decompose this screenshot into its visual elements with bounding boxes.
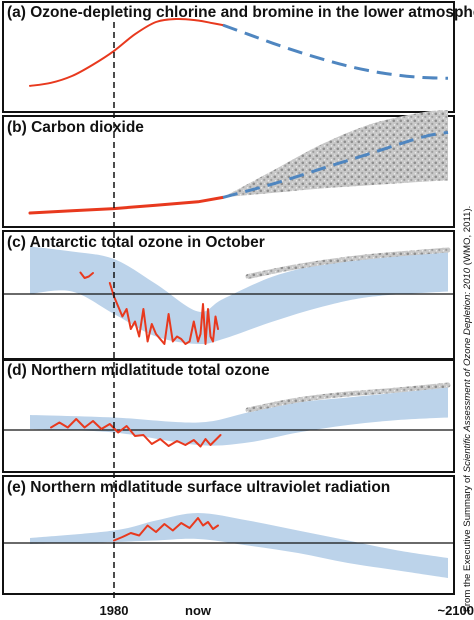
panel-b-plot: [28, 110, 449, 215]
panel-b-title: (b) Carbon dioxide: [7, 119, 144, 136]
panel-d-title: (d) Northern midlatitude total ozone: [7, 362, 270, 379]
panel-c-uncertainty-edge: [245, 247, 451, 279]
panel-a-title: (a) Ozone-depleting chlorine and bromine…: [7, 4, 474, 21]
panel-c-range-band: [30, 246, 448, 345]
panel-b-frame: [2, 115, 455, 228]
panel-c-observed-line-0: [79, 271, 94, 279]
x-tick-1980: 1980: [100, 603, 129, 618]
x-tick-now: now: [185, 603, 212, 618]
panel-a-plot: [29, 17, 449, 87]
panel-d-uncertainty-edge: [245, 382, 451, 413]
panel-d-range-band: [30, 387, 448, 446]
panel-a-projected-line: [222, 23, 449, 80]
panel-c-observed-line-1: [108, 282, 219, 345]
panel-e-range-band: [30, 513, 448, 578]
panel-d-observed-line-0: [50, 418, 222, 448]
panel-e-plot: [3, 513, 454, 578]
panel-c-plot: [3, 246, 454, 345]
source-credit: From the Executive Summary of Scientific…: [462, 206, 473, 612]
panel-e-title: (e) Northern midlatitude surface ultravi…: [7, 479, 390, 496]
panel-c-title: (c) Antarctic total ozone in October: [7, 234, 265, 251]
panel-a-frame: [2, 1, 455, 113]
panel-e-frame: [2, 475, 455, 595]
panel-d-plot: [3, 382, 454, 448]
panel-b-uncertainty-range: [223, 110, 448, 198]
panel-e-observed-line-0: [113, 517, 219, 542]
panel-a-observed-line-0: [29, 17, 224, 87]
panel-b-projected-line: [222, 130, 449, 199]
x-tick-2100: ~2100: [437, 603, 474, 618]
panel-d-frame: [2, 359, 455, 473]
panel-b-observed-line-0: [28, 195, 225, 215]
